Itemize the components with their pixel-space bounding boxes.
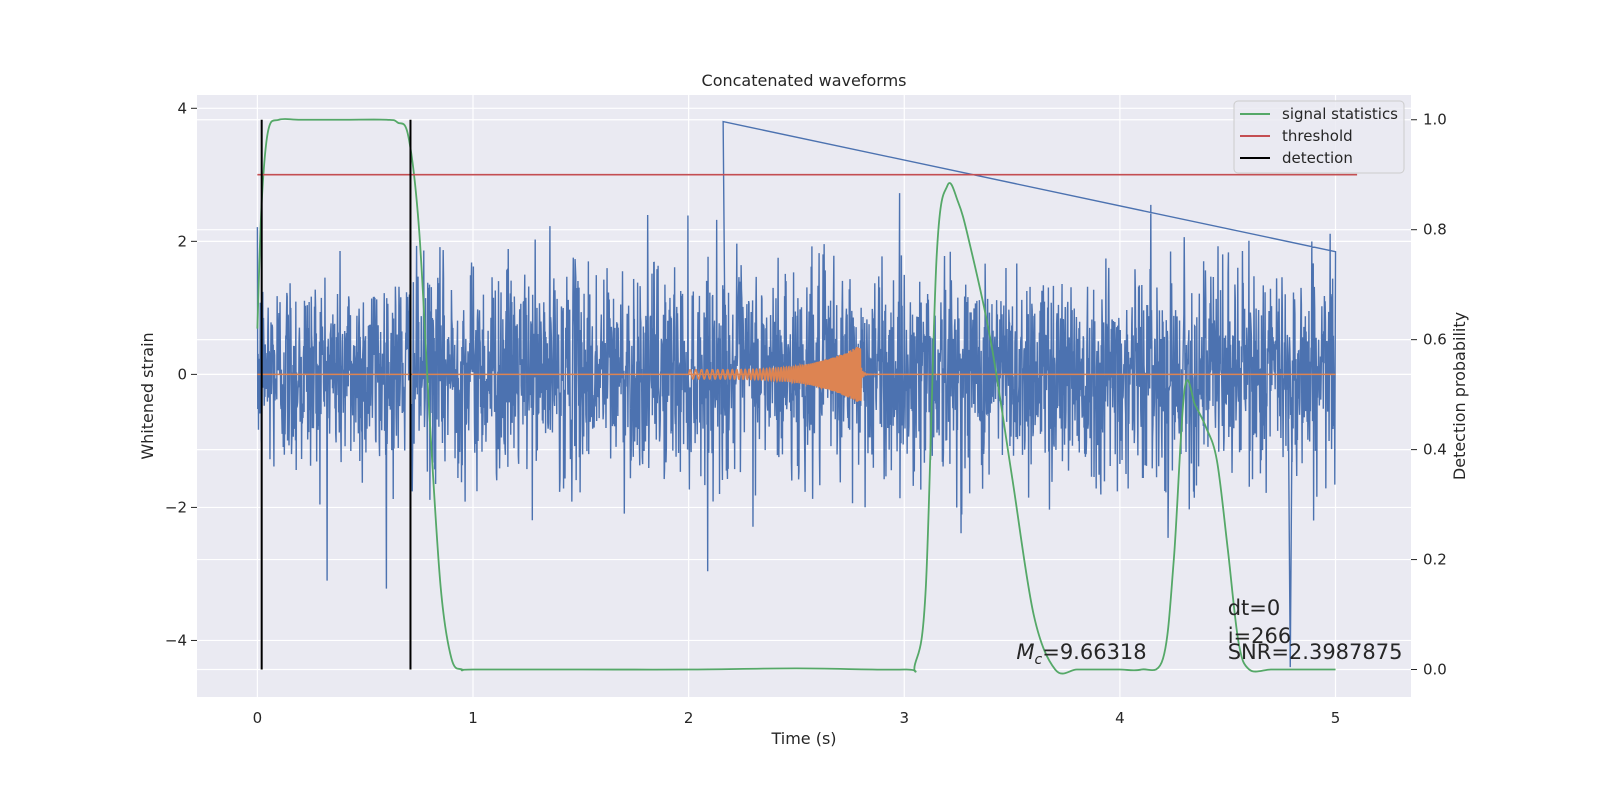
y-right-tick-label: 0.8	[1423, 221, 1447, 239]
legend-label-signal-statistics: signal statistics	[1282, 105, 1398, 123]
strain-line	[256, 120, 1337, 668]
x-tick-label: 3	[899, 709, 909, 727]
x-tick-label: 5	[1331, 709, 1341, 727]
annotations: Mc=9.66318 dt=0 i=266 SNR=2.3987875	[1016, 596, 1402, 668]
annotation-snr: SNR=2.3987875	[1228, 640, 1403, 664]
y-right-tick-label: 0.2	[1423, 551, 1447, 569]
y-axis-left-label: Whitened strain	[138, 332, 157, 459]
y-left-tick-label: −2	[165, 498, 187, 516]
annotation-mc-value: =9.66318	[1042, 640, 1146, 664]
y-left-tick-label: −4	[165, 631, 187, 649]
x-tick-label: 1	[468, 709, 478, 727]
template-chirp-line	[687, 346, 872, 402]
y-left-tick-label: 2	[177, 232, 187, 250]
legend-box	[1233, 100, 1405, 174]
chart-title: Concatenated waveforms	[702, 71, 907, 90]
annotation-mc-subscript: c	[1035, 652, 1043, 668]
y-right-tick-label: 0.6	[1423, 331, 1447, 349]
axes: 0 1 2 3 4 5 −4 −2 0 2 4 0.0 0.2 0.4 0.6 0.8 1.0	[165, 99, 1447, 727]
x-tick-label: 2	[684, 709, 694, 727]
x-tick-label: 0	[253, 709, 263, 727]
y-left-tick-label: 0	[177, 365, 187, 383]
annotation-mc-symbol: M	[1016, 640, 1034, 664]
y-right-tick-label: 0.4	[1423, 441, 1447, 459]
x-axis-label: Time (s)	[770, 729, 836, 748]
y-right-tick-label: 0.0	[1423, 661, 1447, 679]
annotation-chirp-mass: Mc=9.66318	[1016, 640, 1146, 668]
y-right-tick-label: 1.0	[1423, 111, 1447, 129]
annotation-dt: dt=0	[1228, 596, 1281, 620]
signal-statistics-line	[256, 118, 1336, 675]
annotation-i: i=266	[1228, 624, 1292, 648]
plot-content	[256, 118, 1358, 675]
legend-label-detection: detection	[1282, 149, 1353, 167]
y-axis-right-label: Detection probability	[1450, 312, 1469, 480]
x-tick-label: 4	[1115, 709, 1125, 727]
legend-label-threshold: threshold	[1282, 127, 1353, 145]
y-left-tick-label: 4	[177, 99, 187, 117]
legend: signal statistics threshold detection	[1233, 100, 1405, 174]
